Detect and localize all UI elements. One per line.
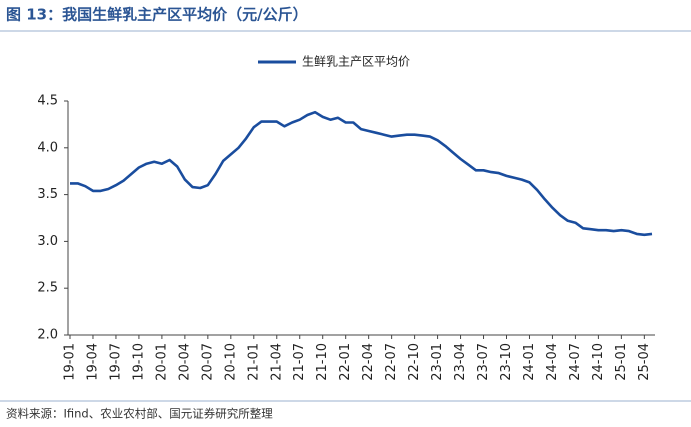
x-tick-label: 19-07 (108, 343, 123, 381)
line-series (70, 110, 653, 237)
x-tick-label: 22-01 (338, 343, 353, 381)
x-tick-label: 21-07 (292, 343, 307, 381)
x-tick-label: 24-10 (591, 343, 606, 381)
x-tick-label: 21-01 (246, 343, 261, 381)
x-tick-label: 20-10 (223, 343, 238, 381)
x-tick-label: 23-04 (453, 343, 468, 381)
x-tick-label: 23-10 (499, 343, 514, 381)
x-tick-label: 24-01 (522, 343, 537, 381)
x-tick-label: 20-04 (177, 343, 192, 381)
x-tick-label: 25-04 (637, 343, 652, 381)
x-tick-label: 23-07 (476, 343, 491, 381)
y-tick-label: 2.0 (37, 328, 58, 343)
x-tick-label: 19-01 (63, 343, 78, 381)
y-tick-label: 4.0 (37, 140, 58, 155)
y-tick-label: 4.5 (37, 94, 58, 109)
x-tick-label: 24-07 (568, 343, 583, 381)
source-note: 资料来源：Ifind、农业农村部、国元证券研究所整理 (6, 407, 273, 421)
y-tick-label: 3.0 (37, 234, 58, 249)
y-tick-label: 2.5 (37, 281, 58, 296)
legend-label: 生鲜乳主产区平均价 (302, 55, 410, 69)
x-tick-label: 22-10 (407, 343, 422, 381)
x-tick-label: 22-04 (361, 343, 376, 381)
y-tick-label: 3.5 (37, 187, 58, 202)
x-tick-label: 21-10 (315, 343, 330, 381)
x-tick-label: 22-07 (384, 343, 399, 381)
x-tick-label: 20-01 (154, 343, 169, 381)
x-tick-label: 23-01 (430, 343, 445, 381)
x-tick-label: 25-01 (614, 343, 629, 381)
chart-title: 图 13：我国生鲜乳主产区平均价（元/公斤） (6, 6, 308, 24)
x-tick-label: 19-04 (85, 343, 100, 381)
x-tick-label: 24-04 (545, 343, 560, 381)
x-tick-label: 20-07 (200, 343, 215, 381)
x-tick-label: 21-04 (269, 343, 284, 381)
x-tick-label: 19-10 (131, 343, 146, 381)
